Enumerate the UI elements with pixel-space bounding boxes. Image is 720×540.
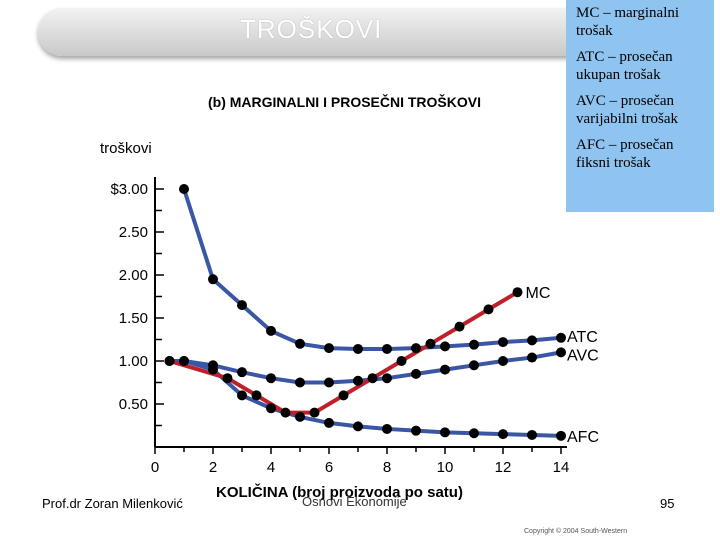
series-afc-point xyxy=(440,427,450,438)
series-atc-point xyxy=(498,337,508,348)
series-afc-point xyxy=(324,417,334,428)
series-mc-point xyxy=(251,390,262,401)
series-atc-point xyxy=(353,343,363,354)
series-atc-point xyxy=(208,274,218,285)
x-tick-label: 10 xyxy=(437,459,454,476)
series-label-afc: AFC xyxy=(567,429,599,446)
series-avc-point xyxy=(208,360,218,371)
x-tick-label: 14 xyxy=(553,459,570,476)
series-mc-point xyxy=(512,287,523,298)
series-avc-point xyxy=(498,356,508,366)
series-atc-point xyxy=(295,338,305,349)
series-mc-point xyxy=(280,407,291,418)
series-avc-point xyxy=(324,377,334,388)
series-afc-point xyxy=(527,429,537,440)
legend-box: MC – marginalni trošak ATC – prosečan uk… xyxy=(566,0,714,212)
series-afc-point xyxy=(556,430,566,441)
series-avc-point xyxy=(382,373,392,384)
series-atc-line xyxy=(182,188,562,351)
page-number: 95 xyxy=(660,496,675,511)
y-axis-label: troškovi xyxy=(100,140,152,157)
series-mc-point xyxy=(164,356,175,366)
series-atc-point xyxy=(440,341,450,352)
series-afc-point xyxy=(411,425,421,436)
series-avc-point xyxy=(411,368,421,379)
series-label-atc: ATC xyxy=(567,329,598,346)
x-tick-label: 2 xyxy=(209,459,217,476)
y-tick-label: 1.50 xyxy=(119,310,148,327)
legend-avc: AVC – prosečan varijabilni trošak xyxy=(576,93,679,127)
series-atc-point xyxy=(527,335,537,346)
series-mc-point xyxy=(338,390,349,401)
footer-author: Prof.dr Zoran Milenković xyxy=(42,496,183,511)
footer-course: Osnovi Ekonomije xyxy=(302,494,407,509)
series-mc-point xyxy=(309,407,320,418)
series-avc-point xyxy=(556,347,566,358)
series-avc-point xyxy=(179,356,189,366)
series-mc-point xyxy=(425,338,436,349)
x-tick-label: 0 xyxy=(151,459,159,476)
series-mc-point xyxy=(483,304,494,315)
x-tick-label: 6 xyxy=(325,459,333,476)
chart-title: (b) MARGINALNI I PROSEČNI TROŠKOVI xyxy=(208,94,481,110)
series-avc-point xyxy=(295,377,305,388)
series-avc-point xyxy=(353,375,363,386)
series-mc-point xyxy=(222,373,233,384)
series-afc-point xyxy=(498,429,508,440)
series-afc-point xyxy=(266,403,276,414)
series-atc-point xyxy=(237,300,247,311)
copyright: Copyright © 2004 South-Western xyxy=(524,528,628,535)
series-afc-point xyxy=(295,411,305,422)
series-atc-point xyxy=(469,339,479,350)
x-tick-label: 12 xyxy=(495,459,512,476)
series-afc-point xyxy=(382,423,392,434)
legend-mc: MC – marginalni trošak xyxy=(576,5,680,39)
legend-atc: ATC – prosečan ukupan trošak xyxy=(576,49,673,83)
y-tick-label: 2.50 xyxy=(119,224,148,241)
series-mc-point xyxy=(396,356,407,366)
series-avc-point xyxy=(440,364,450,375)
series-atc-point xyxy=(179,184,189,194)
series-label-avc: AVC xyxy=(567,347,599,364)
slide-title: TROŠKOVI xyxy=(240,14,383,44)
y-tick-label: 2.00 xyxy=(119,267,148,284)
series-avc-point xyxy=(469,360,479,371)
series-atc-point xyxy=(324,343,334,354)
x-axis-label: KOLIČINA (broj proizvoda po satu) xyxy=(216,484,463,501)
series-mc-line xyxy=(168,290,519,415)
series-atc-point xyxy=(411,343,421,354)
series-avc-point xyxy=(237,367,247,378)
series-atc-point xyxy=(382,343,392,354)
y-tick-label: $3.00 xyxy=(110,181,148,198)
series-atc-point xyxy=(266,325,276,336)
y-tick-label: 0.50 xyxy=(119,396,148,413)
series-afc-point xyxy=(237,390,247,401)
series-mc-point xyxy=(367,373,378,384)
y-tick-label: 1.00 xyxy=(119,353,148,370)
series-mc-point xyxy=(454,321,465,332)
legend-afc: AFC – prosečan fiksni trošak xyxy=(576,137,674,171)
series-afc-point xyxy=(353,421,363,432)
series-label-mc: MC xyxy=(526,285,551,302)
x-tick-label: 8 xyxy=(383,459,391,476)
series-atc-point xyxy=(556,332,566,343)
series-afc-point xyxy=(469,428,479,439)
series-avc-point xyxy=(266,373,276,384)
x-tick-label: 4 xyxy=(267,459,275,476)
series-avc-point xyxy=(527,352,537,363)
